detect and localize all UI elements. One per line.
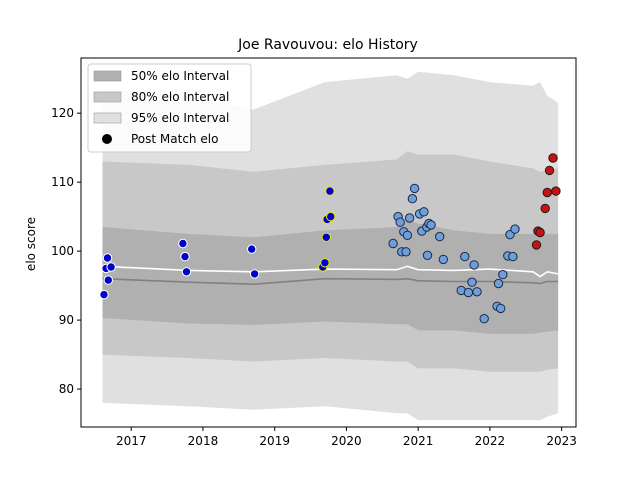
data-point bbox=[180, 251, 190, 262]
data-point bbox=[181, 267, 192, 277]
data-point bbox=[479, 314, 489, 324]
data-point bbox=[249, 269, 260, 279]
data-point bbox=[508, 251, 518, 262]
data-point bbox=[395, 217, 405, 227]
data-point bbox=[178, 238, 188, 249]
data-point bbox=[402, 230, 413, 241]
axes-frame bbox=[80, 57, 577, 428]
data-point bbox=[326, 211, 336, 222]
median-line bbox=[102, 277, 559, 286]
data-point bbox=[407, 194, 418, 204]
x-tick-label: 2023 bbox=[546, 434, 577, 448]
data-point bbox=[388, 238, 398, 249]
data-point bbox=[99, 289, 109, 300]
y-tick-label: 120 bbox=[51, 106, 74, 120]
plot-area: 2017 2018 2019 2020 2021 2022 2023 80 90 100 110 12… bbox=[51, 57, 577, 448]
legend-label: 50% elo Interval bbox=[131, 69, 229, 83]
legend-label: 95% elo Interval bbox=[131, 111, 229, 125]
data-point bbox=[419, 207, 429, 217]
data-point bbox=[498, 269, 508, 280]
x-tick-label: 2022 bbox=[475, 434, 506, 448]
band-50-interval bbox=[102, 220, 559, 334]
data-point bbox=[321, 232, 331, 243]
data-point bbox=[540, 203, 550, 214]
data-point bbox=[401, 247, 411, 257]
data-point bbox=[438, 254, 448, 265]
data-point bbox=[460, 251, 470, 262]
data-point bbox=[548, 153, 558, 163]
data-point bbox=[409, 183, 420, 194]
data-point bbox=[472, 287, 482, 297]
data-point bbox=[551, 186, 561, 196]
data-point bbox=[426, 220, 436, 230]
chart-title: Joe Ravouvou: elo History bbox=[237, 37, 418, 53]
legend-box bbox=[87, 63, 252, 153]
x-tick-label: 2019 bbox=[259, 434, 290, 448]
data-point bbox=[469, 260, 479, 270]
data-point bbox=[544, 165, 555, 176]
legend-label: Post Match elo bbox=[131, 132, 218, 146]
data-point bbox=[467, 277, 477, 287]
data-point bbox=[463, 287, 474, 298]
y-tick-label: 90 bbox=[59, 313, 74, 327]
data-point bbox=[435, 231, 445, 242]
data-point bbox=[496, 303, 506, 314]
data-point bbox=[542, 187, 552, 198]
plot-clip-group bbox=[99, 71, 561, 421]
data-point bbox=[320, 258, 330, 268]
legend: 50% elo Interval 80% elo Interval 95% elo … bbox=[87, 63, 252, 153]
x-tick-label: 2021 bbox=[403, 434, 434, 448]
data-point bbox=[106, 262, 116, 272]
data-point bbox=[531, 240, 542, 250]
x-tick-label: 2017 bbox=[116, 434, 147, 448]
y-tick-label: 80 bbox=[59, 382, 74, 396]
legend-marker-post-match bbox=[102, 134, 112, 144]
data-point bbox=[102, 253, 113, 263]
legend-swatch-50 bbox=[93, 70, 122, 82]
data-point bbox=[422, 250, 433, 261]
data-point bbox=[535, 227, 545, 238]
y-tick-label: 110 bbox=[51, 175, 74, 189]
data-point bbox=[325, 186, 335, 196]
y-axis-label: elo score bbox=[24, 217, 38, 271]
legend-label: 80% elo Interval bbox=[131, 90, 229, 104]
y-tick-label: 100 bbox=[51, 244, 74, 258]
legend-swatch-80 bbox=[93, 91, 122, 103]
legend-swatch-95 bbox=[93, 112, 122, 124]
data-point bbox=[510, 224, 520, 234]
data-point bbox=[103, 275, 114, 285]
data-point bbox=[247, 244, 257, 254]
data-point bbox=[404, 213, 415, 223]
data-point bbox=[493, 278, 504, 289]
x-tick-label: 2018 bbox=[188, 434, 219, 448]
x-tick-label: 2020 bbox=[331, 434, 362, 448]
